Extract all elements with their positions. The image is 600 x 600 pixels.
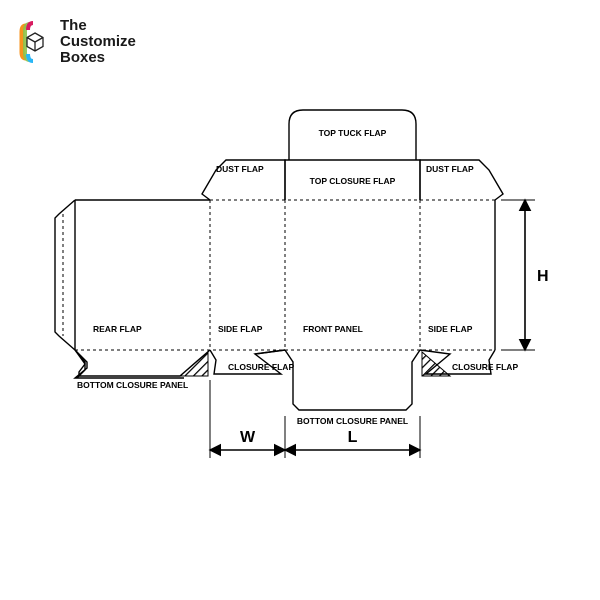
svg-text:SIDE FLAP: SIDE FLAP	[218, 324, 263, 334]
svg-text:W: W	[240, 429, 256, 446]
svg-text:H: H	[537, 268, 549, 285]
svg-text:SIDE FLAP: SIDE FLAP	[428, 324, 473, 334]
svg-text:CLOSURE FLAP: CLOSURE FLAP	[452, 362, 518, 372]
svg-text:FRONT PANEL: FRONT PANEL	[303, 324, 363, 334]
svg-text:TOP TUCK FLAP: TOP TUCK FLAP	[319, 128, 387, 138]
svg-text:REAR FLAP: REAR FLAP	[93, 324, 142, 334]
svg-text:DUST FLAP: DUST FLAP	[216, 164, 264, 174]
svg-text:CLOSURE FLAP: CLOSURE FLAP	[228, 362, 294, 372]
svg-text:TOP CLOSURE FLAP: TOP CLOSURE FLAP	[310, 176, 396, 186]
dieline-diagram: TOP TUCK FLAP DUST FLAP TOP CLOSURE FLAP DU…	[0, 0, 600, 600]
panel-labels: TOP TUCK FLAP DUST FLAP TOP CLOSURE FLAP DU…	[77, 128, 518, 426]
svg-text:L: L	[348, 429, 358, 446]
svg-text:BOTTOM CLOSURE PANEL: BOTTOM CLOSURE PANEL	[297, 416, 408, 426]
svg-text:DUST FLAP: DUST FLAP	[426, 164, 474, 174]
svg-text:BOTTOM CLOSURE PANEL: BOTTOM CLOSURE PANEL	[77, 380, 188, 390]
